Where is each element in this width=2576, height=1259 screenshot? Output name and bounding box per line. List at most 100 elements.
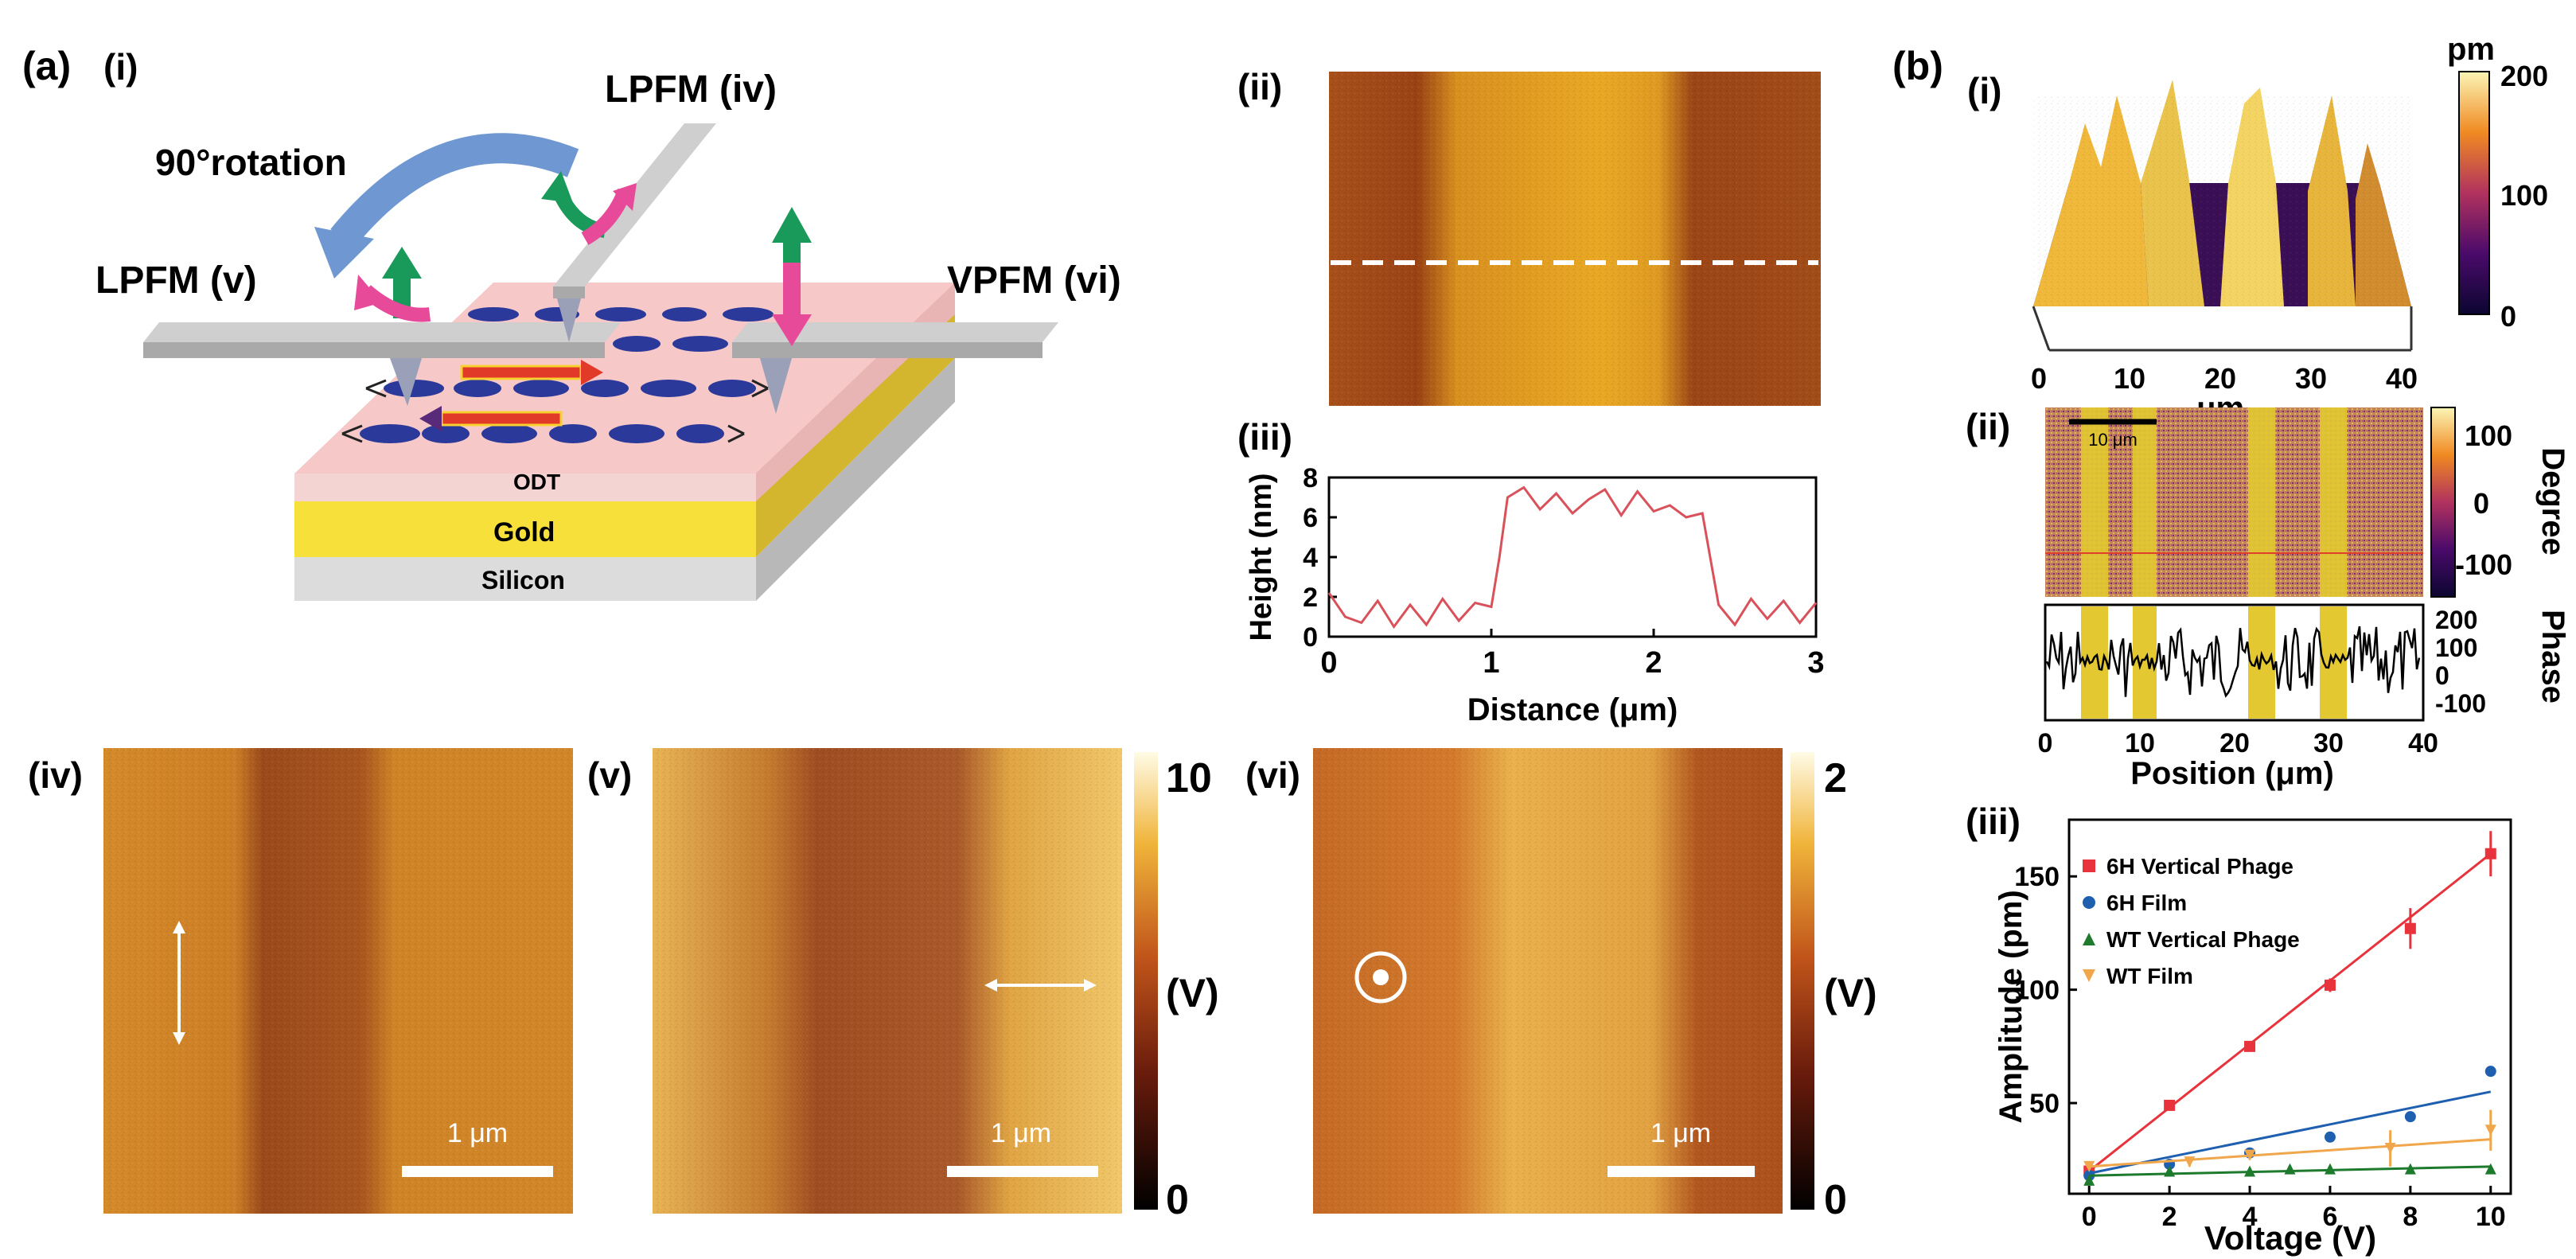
b-i-colorbar-unit: pm xyxy=(2447,32,2495,67)
odt-label: ODT xyxy=(513,470,560,494)
b-i-cb-tick: 100 xyxy=(2500,179,2548,212)
height-y-tick-label: 0 xyxy=(1303,622,1318,653)
scale-text-iv: 1 μm xyxy=(447,1118,508,1148)
amplitude-y-axis-label: Amplitude (pm) xyxy=(1993,890,2028,1123)
lpfm-iv-label: LPFM (iv) xyxy=(605,68,777,111)
cantilever-vpfm-vi xyxy=(732,322,1058,414)
data-point xyxy=(2244,1040,2256,1052)
data-point xyxy=(2324,1131,2336,1143)
data-point xyxy=(2324,1163,2336,1175)
pfm-image-iv: (iv) 1 μm xyxy=(28,748,573,1214)
legend-label: 6H Film xyxy=(2106,891,2187,915)
colorbar-v xyxy=(1134,752,1158,1210)
motion-arrows xyxy=(354,171,812,346)
b-ii-phase-tick: 0 xyxy=(2435,661,2449,690)
out-of-plane-symbol xyxy=(1354,951,1407,1004)
cantilever-lpfm-iv xyxy=(553,123,716,342)
height-y-tick-label: 2 xyxy=(1303,583,1318,613)
b-i-x-tick: 0 xyxy=(2031,362,2047,395)
amp-x-tick-label: 8 xyxy=(2403,1202,2418,1232)
data-point xyxy=(2244,1149,2256,1161)
panel-b-ii-label: (ii) xyxy=(1966,406,2010,447)
panel-b-i-label: (i) xyxy=(1967,70,2001,111)
height-plot-frame xyxy=(1327,476,1818,638)
panel-b-ii: (ii) 10 μm 100 0 -100 Degree 200 100 0 -… xyxy=(1966,406,2570,791)
panel-a-vi-label: (vi) xyxy=(1245,754,1300,796)
colorbar-vi-unit: (V) xyxy=(1824,971,1877,1015)
b-i-cb-tick: 200 xyxy=(2500,60,2548,92)
legend-label: 6H Vertical Phage xyxy=(2106,854,2293,879)
data-point xyxy=(2484,1066,2496,1078)
height-x-tick-label: 1 xyxy=(1483,646,1499,680)
height-profile-chart: (iii) 0 2 4 6 8 0 1 2 3 Height (nm) Distance (μ… xyxy=(1237,416,1825,727)
height-x-axis-label: Distance (μm) xyxy=(1467,692,1678,727)
b-i-x-tick: 20 xyxy=(2204,362,2236,395)
b-ii-degree-label: Degree xyxy=(2535,447,2570,555)
panel-a-v-label: (v) xyxy=(587,754,632,796)
data-point xyxy=(2244,1165,2256,1177)
lpfm-v-label: LPFM (v) xyxy=(95,259,257,302)
colorbar-v-min: 0 xyxy=(1166,1177,1189,1223)
amp-x-tick-label: 10 xyxy=(2476,1202,2506,1232)
legend-marker xyxy=(2083,969,2095,982)
afm-topography-panel: (ii) xyxy=(1237,66,1821,406)
data-point xyxy=(2324,979,2336,991)
gold-label: Gold xyxy=(493,517,555,548)
amp-x-tick-label: 6 xyxy=(2322,1202,2337,1232)
height-x-tick-label: 0 xyxy=(1320,646,1337,680)
data-point xyxy=(2404,922,2416,934)
height-y-axis-label: Height (nm) xyxy=(1245,473,1278,641)
scale-text-vi: 1 μm xyxy=(1650,1118,1711,1148)
b-ii-x-label: Position (μm) xyxy=(2130,756,2334,791)
b-i-x-tick: 30 xyxy=(2295,362,2327,395)
amp-y-tick-label: 100 xyxy=(2014,976,2060,1006)
b-i-cb-tick: 0 xyxy=(2500,300,2516,333)
panel-a-i-label: (i) xyxy=(103,46,138,88)
legend-label: WT Vertical Phage xyxy=(2106,927,2300,952)
colorbar-vi-max: 2 xyxy=(1824,755,1847,801)
b-ii-phase-tick: 200 xyxy=(2435,606,2477,634)
phage-rows xyxy=(341,307,805,443)
data-point xyxy=(2404,1111,2416,1123)
panel-b-i: (b) (i) pm 200 100 0 0 10 20 30 40 μm xyxy=(1892,32,2548,426)
b-i-x-tick: 40 xyxy=(2386,362,2418,395)
height-x-tick-label: 3 xyxy=(1807,646,1824,680)
height-profile-line xyxy=(1327,485,1818,630)
amp-x-tick-label: 4 xyxy=(2243,1202,2258,1232)
legend-marker xyxy=(2083,859,2095,872)
amplitude-chart: (iii) 0 2 4 6 8 10 50 100 150 6H Vertical Phage 6… xyxy=(1966,801,2512,1257)
amp-x-tick-label: 2 xyxy=(2162,1202,2177,1232)
panel-a-label: (a) xyxy=(22,44,71,88)
b-ii-cb-tick: 0 xyxy=(2473,487,2489,520)
b-i-x-tick: 10 xyxy=(2114,362,2145,395)
fit-line xyxy=(2088,852,2492,1172)
b-ii-x-tick: 30 xyxy=(2313,728,2344,758)
data-point xyxy=(2164,1165,2176,1177)
colorbar-v-max: 10 xyxy=(1166,755,1212,801)
b-ii-phase-tick: -100 xyxy=(2435,689,2486,718)
scale-text-v: 1 μm xyxy=(991,1118,1051,1148)
data-point xyxy=(2083,1160,2095,1172)
data-point xyxy=(2484,848,2496,859)
b-ii-x-tick: 20 xyxy=(2219,728,2250,758)
b-ii-phase-label: Phase xyxy=(2535,610,2570,704)
vpfm-vi-label: VPFM (vi) xyxy=(947,259,1121,302)
rotation-arrow xyxy=(330,133,579,248)
amp-y-tick-label: 150 xyxy=(2014,862,2060,892)
data-point xyxy=(2083,1174,2095,1186)
data-point xyxy=(2384,1143,2396,1155)
legend-marker xyxy=(2083,933,2095,945)
colorbar-vi xyxy=(1791,752,1814,1210)
height-y-tick-label: 4 xyxy=(1303,543,1318,573)
phase-trace-frame xyxy=(2044,603,2425,722)
panel-a-iv-label: (iv) xyxy=(28,754,83,796)
panel-a-iii-label: (iii) xyxy=(1237,416,1292,458)
b-ii-cb-tick: 100 xyxy=(2465,419,2512,452)
height-x-tick-label: 2 xyxy=(1645,646,1662,680)
panel-b-label: (b) xyxy=(1892,44,1943,88)
b-ii-phase-tick: 100 xyxy=(2435,633,2477,662)
b-ii-x-tick: 40 xyxy=(2408,728,2438,758)
panel-b-iii-label: (iii) xyxy=(1966,801,2021,842)
data-point xyxy=(2484,1125,2496,1136)
fit-line xyxy=(2089,1138,2491,1168)
